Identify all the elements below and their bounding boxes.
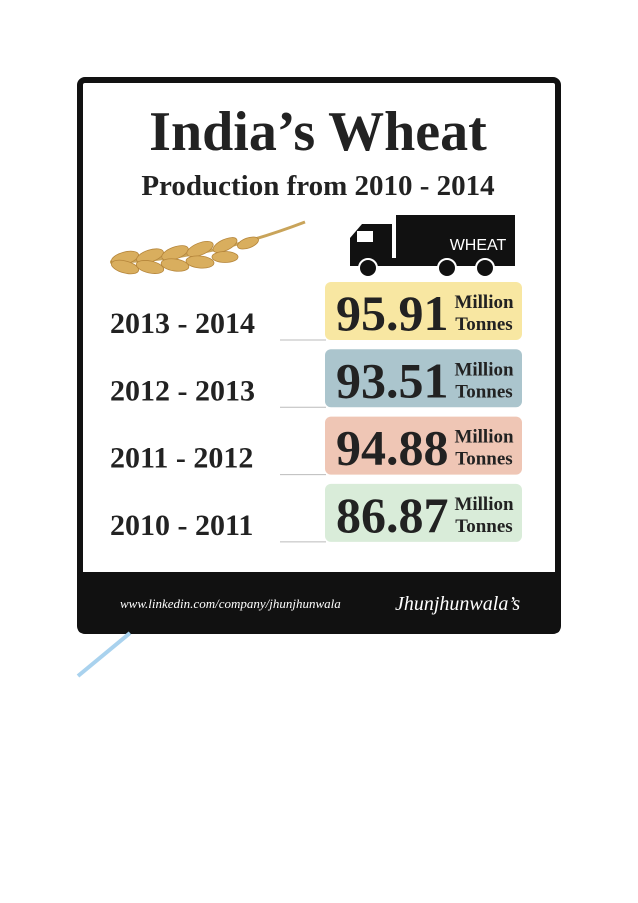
- row-period: 2011 - 2012: [110, 442, 253, 475]
- footer-brand: Jhunjhunwala’s: [395, 593, 520, 615]
- truck-label: WHEAT: [450, 237, 507, 254]
- value-box: [325, 282, 522, 340]
- value-box: [325, 483, 522, 542]
- row-value: 93.51: [336, 352, 449, 408]
- row-value: 95.91: [336, 285, 449, 341]
- unit-bottom: Tonnes: [455, 314, 512, 335]
- title: India’s Wheat: [149, 101, 487, 163]
- row-value: 94.88: [336, 420, 449, 476]
- unit-bottom: Tonnes: [455, 449, 512, 470]
- unit-top: Million: [454, 427, 514, 448]
- unit-bottom: Tonnes: [455, 516, 512, 537]
- footer-band: [78, 572, 560, 633]
- row-period: 2013 - 2014: [110, 307, 255, 340]
- value-box: [325, 416, 522, 475]
- unit-top: Million: [454, 292, 514, 313]
- row-value: 86.87: [336, 487, 449, 543]
- unit-top: Million: [454, 359, 514, 380]
- wheat-icon: [109, 220, 306, 275]
- unit-bottom: Tonnes: [455, 381, 512, 402]
- unit-top: Million: [454, 494, 514, 515]
- row-period: 2010 - 2011: [110, 509, 253, 542]
- connector-line: [76, 631, 132, 678]
- value-box: [325, 349, 522, 408]
- subtitle: Production from 2010 - 2014: [141, 170, 494, 202]
- row-period: 2012 - 2013: [110, 374, 255, 407]
- truck-icon: WHEAT: [350, 215, 515, 278]
- footer-url: www.linkedin.com/company/jhunjhunwala: [120, 596, 341, 611]
